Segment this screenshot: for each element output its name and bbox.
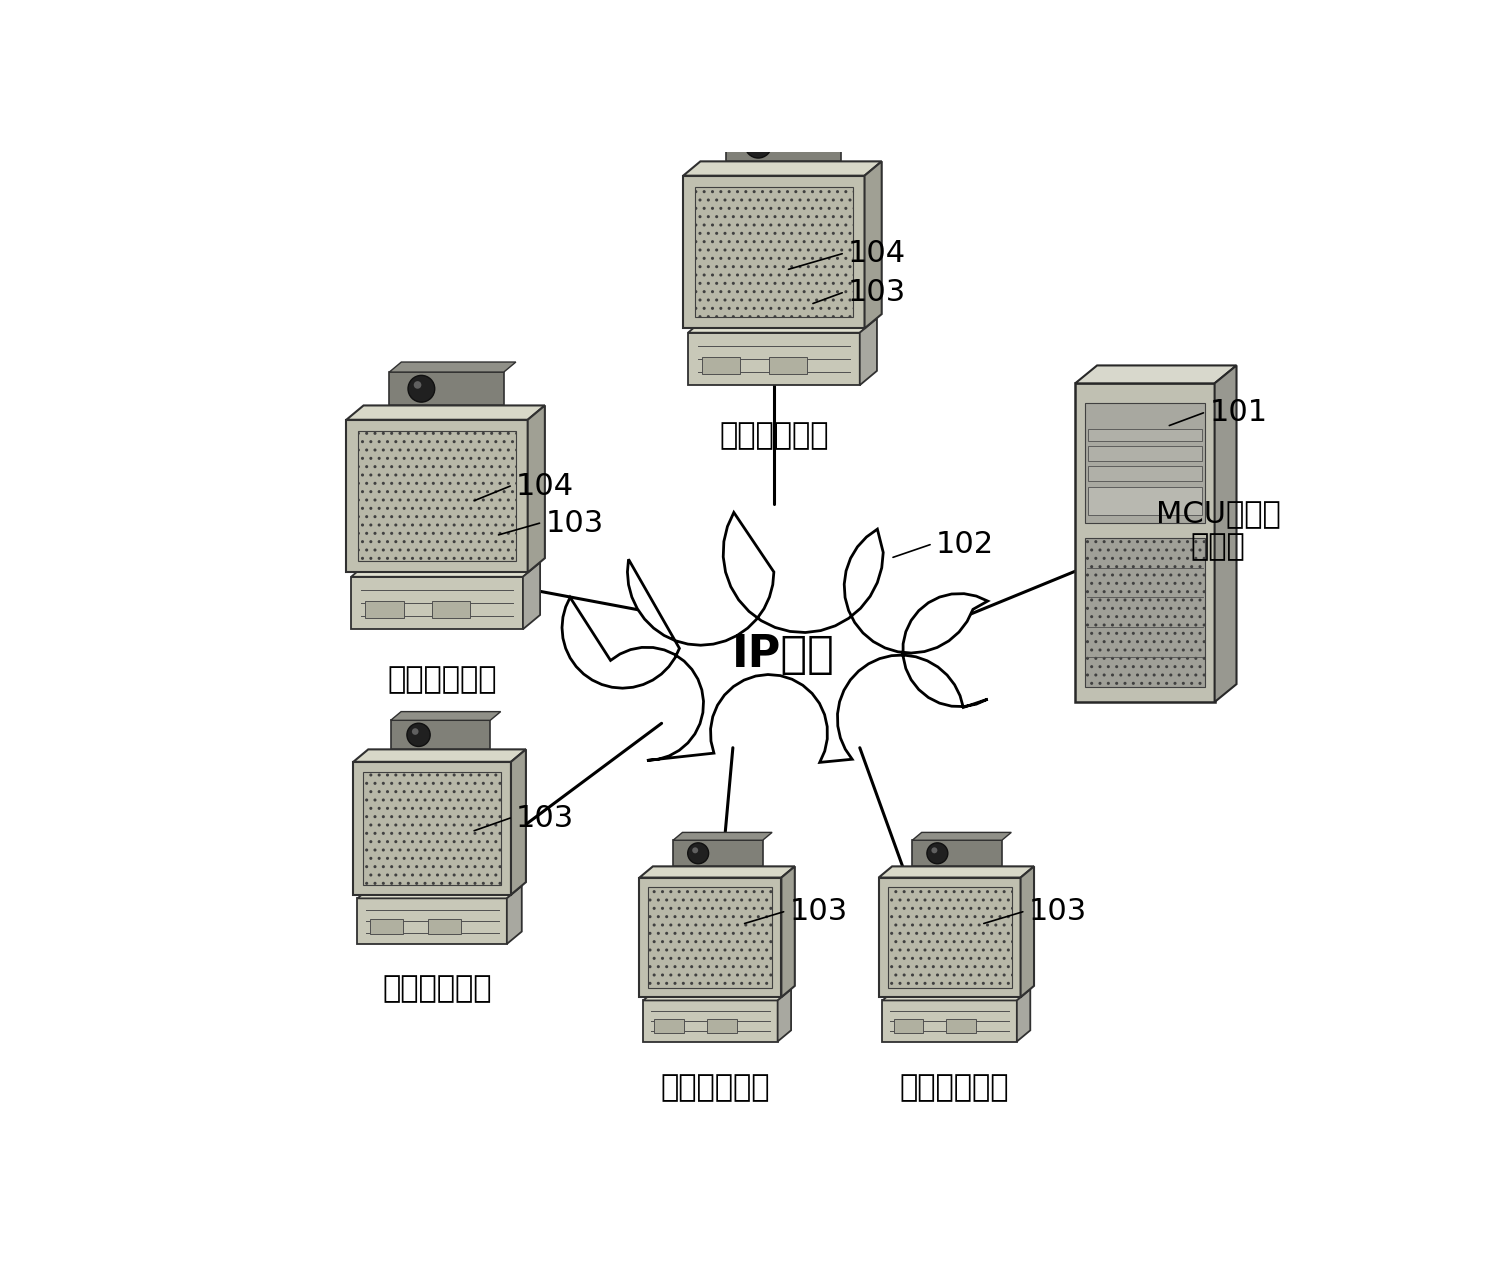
- Polygon shape: [1075, 383, 1214, 702]
- Polygon shape: [726, 118, 853, 128]
- Text: 103: 103: [516, 804, 574, 833]
- Text: MCU多点控
制单元: MCU多点控 制单元: [1155, 498, 1280, 562]
- Polygon shape: [390, 363, 516, 372]
- Polygon shape: [695, 188, 853, 317]
- Polygon shape: [391, 711, 501, 720]
- Polygon shape: [522, 563, 541, 629]
- Polygon shape: [689, 318, 877, 332]
- Polygon shape: [562, 512, 988, 762]
- Polygon shape: [643, 1000, 778, 1041]
- FancyBboxPatch shape: [370, 919, 403, 935]
- FancyBboxPatch shape: [1086, 538, 1205, 687]
- Polygon shape: [510, 749, 525, 895]
- FancyBboxPatch shape: [427, 919, 461, 935]
- FancyBboxPatch shape: [894, 1019, 924, 1032]
- FancyBboxPatch shape: [1089, 487, 1202, 515]
- Text: 视频会议终端: 视频会议终端: [660, 1073, 770, 1102]
- Polygon shape: [364, 772, 501, 885]
- Polygon shape: [1016, 989, 1030, 1041]
- Circle shape: [744, 132, 772, 158]
- Circle shape: [406, 723, 430, 747]
- FancyBboxPatch shape: [769, 356, 808, 374]
- Text: 102: 102: [936, 530, 994, 559]
- Polygon shape: [391, 720, 491, 749]
- Text: 103: 103: [545, 508, 604, 538]
- Text: 103: 103: [1028, 898, 1087, 926]
- Polygon shape: [390, 372, 504, 406]
- FancyBboxPatch shape: [654, 1019, 684, 1032]
- Polygon shape: [865, 161, 882, 328]
- Polygon shape: [778, 989, 791, 1041]
- Polygon shape: [358, 886, 522, 898]
- Polygon shape: [639, 877, 781, 997]
- Polygon shape: [352, 577, 522, 629]
- Text: 视频会议终端: 视频会议终端: [719, 421, 829, 450]
- Polygon shape: [859, 318, 877, 385]
- Polygon shape: [673, 832, 772, 841]
- Circle shape: [414, 382, 421, 389]
- Polygon shape: [353, 762, 510, 895]
- Text: 104: 104: [516, 472, 574, 501]
- Text: 103: 103: [790, 898, 847, 926]
- Polygon shape: [879, 877, 1021, 997]
- Polygon shape: [683, 161, 882, 176]
- Polygon shape: [912, 832, 1012, 841]
- Circle shape: [750, 137, 758, 145]
- Circle shape: [692, 847, 698, 853]
- Polygon shape: [1075, 365, 1237, 383]
- Polygon shape: [1021, 866, 1034, 997]
- Polygon shape: [673, 841, 763, 866]
- Circle shape: [932, 847, 938, 853]
- Polygon shape: [639, 866, 794, 877]
- Polygon shape: [648, 886, 773, 988]
- FancyBboxPatch shape: [1086, 403, 1205, 522]
- FancyBboxPatch shape: [702, 356, 740, 374]
- FancyBboxPatch shape: [1089, 429, 1202, 441]
- FancyBboxPatch shape: [945, 1019, 975, 1032]
- Circle shape: [412, 728, 418, 735]
- FancyBboxPatch shape: [1089, 446, 1202, 462]
- Polygon shape: [1214, 365, 1237, 702]
- Polygon shape: [882, 989, 1030, 1000]
- Circle shape: [927, 843, 948, 864]
- Text: IP网络: IP网络: [732, 634, 835, 677]
- Polygon shape: [353, 749, 525, 762]
- Polygon shape: [912, 841, 1003, 866]
- Polygon shape: [352, 563, 541, 577]
- Polygon shape: [346, 406, 545, 420]
- Polygon shape: [882, 1000, 1016, 1041]
- Circle shape: [408, 375, 435, 402]
- Polygon shape: [726, 128, 841, 161]
- Polygon shape: [689, 332, 859, 385]
- Text: 101: 101: [1210, 398, 1267, 427]
- Polygon shape: [643, 989, 791, 1000]
- FancyBboxPatch shape: [1089, 467, 1202, 481]
- FancyBboxPatch shape: [432, 601, 471, 618]
- Polygon shape: [358, 431, 516, 560]
- FancyBboxPatch shape: [365, 601, 403, 618]
- Polygon shape: [527, 406, 545, 572]
- Polygon shape: [346, 420, 527, 572]
- Polygon shape: [879, 866, 1034, 877]
- Text: 103: 103: [849, 278, 906, 307]
- Text: 视频会议终端: 视频会议终端: [382, 974, 492, 1003]
- Polygon shape: [358, 898, 507, 943]
- Text: 104: 104: [849, 240, 906, 269]
- Text: 视频会议终端: 视频会议终端: [387, 664, 497, 694]
- FancyBboxPatch shape: [707, 1019, 737, 1032]
- Polygon shape: [507, 886, 522, 943]
- Polygon shape: [683, 176, 865, 328]
- Circle shape: [687, 843, 708, 864]
- Text: 视频会议终端: 视频会议终端: [900, 1073, 1009, 1102]
- Polygon shape: [888, 886, 1012, 988]
- Polygon shape: [781, 866, 794, 997]
